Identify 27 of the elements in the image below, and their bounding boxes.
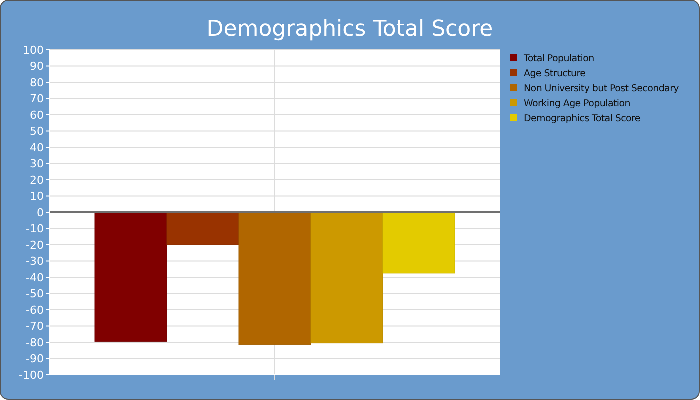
y-tick-label: -40 — [26, 271, 44, 284]
y-tick-label: 70 — [30, 92, 44, 106]
y-tick-label: 50 — [30, 125, 44, 138]
legend-label: Working Age Population — [524, 98, 631, 110]
y-tick-label: 30 — [30, 158, 44, 171]
y-tick-label: -20 — [26, 238, 44, 252]
y-tick-label: -70 — [26, 320, 44, 334]
y-tick-label: -10 — [26, 222, 44, 236]
legend-label: Non University but Post Secondary — [524, 83, 680, 94]
y-tick-label: -30 — [26, 255, 44, 268]
legend-label: Demographics Total Score — [524, 113, 641, 124]
y-tick-label: -100 — [19, 368, 44, 382]
y-tick-label: -80 — [26, 336, 44, 350]
y-tick-label: 0 — [37, 206, 44, 220]
y-tick-label: 40 — [30, 141, 44, 154]
y-tick-label: 60 — [30, 108, 44, 122]
y-tick-label: -60 — [26, 304, 44, 317]
y-tick-label: 80 — [30, 76, 44, 90]
y-tick-label: -50 — [26, 288, 44, 301]
y-tick-label: 90 — [30, 60, 44, 74]
y-tick-label: 20 — [30, 174, 44, 187]
chart-title: Demographics Total Score — [206, 17, 494, 42]
legend-label: Total Population — [523, 53, 595, 64]
y-tick-label: -90 — [26, 352, 44, 366]
y-tick-label: 10 — [30, 190, 44, 204]
legend-label: Age Structure — [524, 68, 586, 80]
y-tick-label: 100 — [23, 44, 44, 57]
